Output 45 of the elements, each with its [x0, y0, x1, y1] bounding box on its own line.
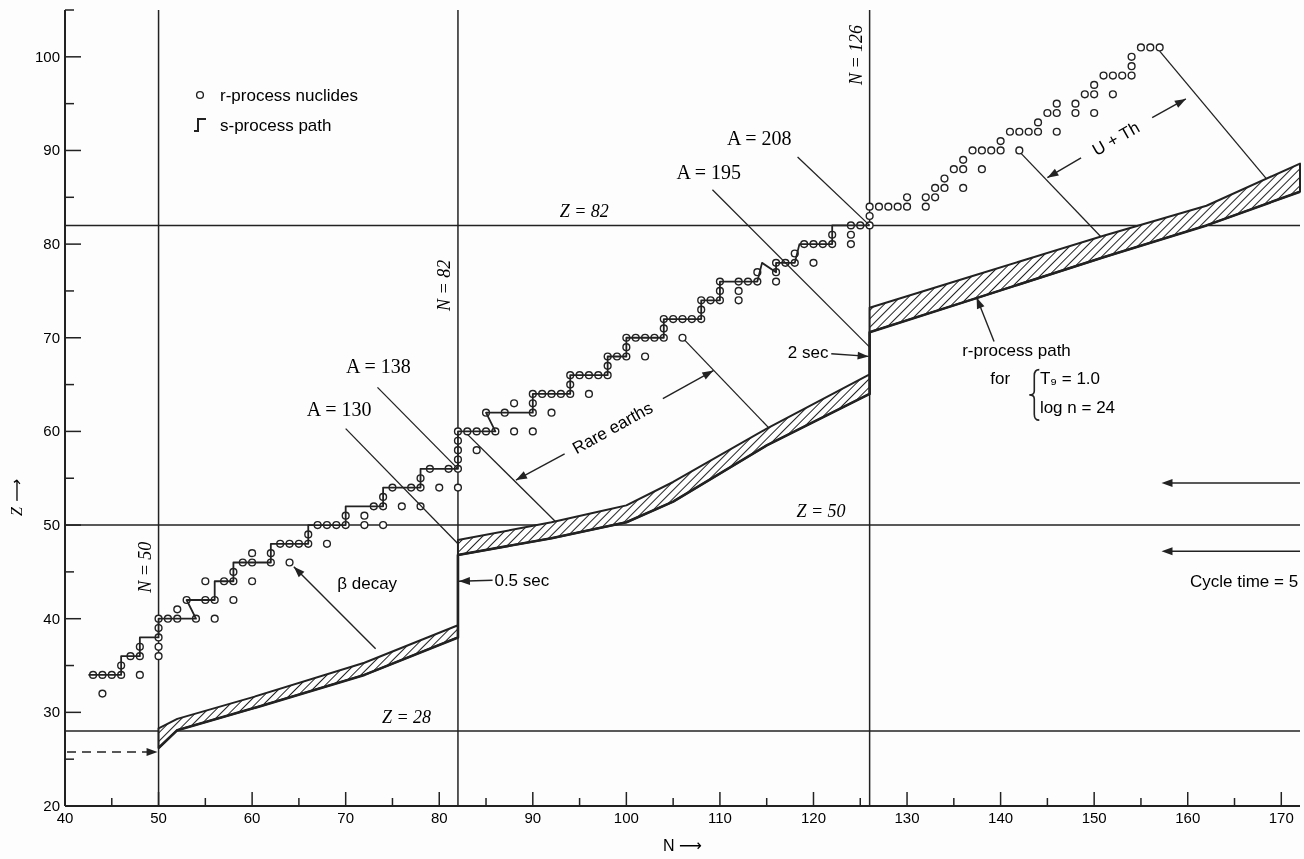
annotation: for	[990, 368, 1011, 388]
x-tick-label: 150	[1081, 809, 1107, 826]
x-tick-label: 80	[430, 809, 448, 826]
x-tick-label: 110	[707, 809, 732, 826]
x-tick-label: 140	[988, 809, 1014, 826]
y-tick-label: 40	[43, 609, 60, 627]
x-tick-label: 120	[800, 809, 826, 826]
y-tick-label: 100	[34, 47, 60, 65]
y-tick-label: 70	[43, 328, 60, 346]
annotation: A = 195	[676, 160, 742, 183]
legend-label: r-process nuclides	[220, 86, 358, 105]
y-tick-label: 90	[43, 141, 60, 159]
legend-label: s-process path	[220, 116, 332, 135]
x-tick-label: 160	[1175, 809, 1201, 826]
ref-line-label: N = 82	[433, 259, 454, 312]
ref-line-label: Z = 28	[381, 707, 432, 728]
ref-line-label: Z = 82	[559, 201, 609, 222]
x-tick-label: 70	[337, 809, 355, 826]
annotation: A = 130	[306, 398, 372, 421]
y-tick-label: 80	[43, 235, 60, 253]
x-tick-label: 170	[1268, 809, 1294, 826]
annotation: U + Th	[1088, 117, 1143, 160]
y-tick-label: 30	[43, 703, 60, 721]
y-tick-label: 50	[43, 516, 60, 534]
y-axis-title: Z ⟶	[8, 479, 25, 516]
annotation: T₉ = 1.0	[1039, 368, 1101, 388]
x-axis-title: N ⟶	[663, 837, 703, 854]
x-tick-label: 130	[894, 809, 920, 826]
x-tick-label: 100	[613, 809, 639, 826]
annotation: 0.5 sec	[494, 570, 550, 590]
ref-line-label: Z = 50	[796, 501, 846, 522]
x-tick-label: 90	[524, 809, 542, 826]
annotation: r-process path	[962, 341, 1071, 361]
x-tick-label: 50	[150, 809, 167, 826]
annotation: Cycle time = 5	[1189, 571, 1299, 591]
y-tick-label: 60	[43, 422, 60, 440]
annotation: A = 138	[346, 355, 411, 378]
annotation: β decay	[337, 573, 398, 593]
x-tick-label: 60	[243, 809, 261, 826]
annotation: 2 sec	[787, 343, 829, 363]
ref-line-label: N = 126	[845, 24, 866, 87]
annotation: A = 208	[726, 126, 792, 149]
ref-line-label: N = 50	[134, 541, 155, 594]
annotation: log n = 24	[1039, 397, 1116, 417]
y-tick-label: 20	[43, 797, 60, 814]
